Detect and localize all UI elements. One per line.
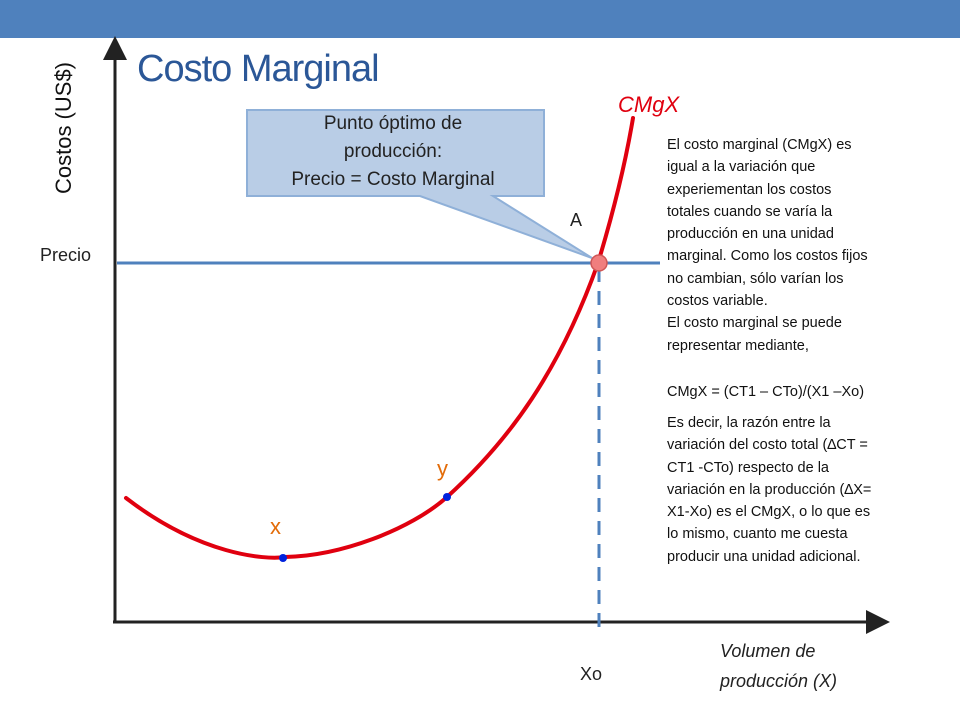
text-line: producir una unidad adicional. (667, 548, 861, 565)
callout-bubble (246, 109, 593, 259)
point-x-label: x (270, 514, 281, 539)
text-line: variación del costo total (∆CT = (667, 437, 868, 454)
callout-line: producción: (343, 141, 443, 162)
text-line: variación en la producción (∆X= (667, 481, 872, 498)
top-bar (0, 0, 960, 38)
text-line: Es decir, la razón entre la (667, 415, 831, 431)
point-y-marker (443, 493, 451, 501)
x-axis-label-line: Volumen de (720, 641, 816, 661)
point-y-label: y (437, 456, 448, 481)
text-line: lo mismo, cuanto me cuesta (667, 526, 848, 543)
explanation-paragraph-2: Es decir, la razón entre la variación de… (667, 412, 947, 568)
explanation-paragraph-1: El costo marginal (CMgX) es igual a la v… (667, 134, 947, 357)
x-axis-label: Volumen de producción (X) (720, 636, 895, 696)
text-line: El costo marginal se puede (667, 315, 842, 332)
callout-line: Precio = Costo Marginal (291, 169, 495, 190)
point-x-marker (279, 554, 287, 562)
y-axis-label: Costos (US$) (51, 61, 76, 195)
text-line: El costo marginal (CMgX) es (667, 137, 852, 153)
text-line: experiementan los costos (667, 181, 832, 198)
text-line: marginal. Como los costos fijos (667, 248, 868, 265)
text-line: representar mediante, (667, 337, 809, 354)
xo-label: Xo (580, 664, 603, 684)
text-line: igual a la variación que (667, 159, 816, 176)
slide-title: Costo Marginal (137, 48, 380, 90)
formula: CMgX = (CT1 – CTo)/(X1 –Xo) (667, 384, 865, 400)
curve-label: CMgX (618, 92, 680, 117)
callout-line: Punto óptimo de (323, 113, 463, 134)
text-line: producción en una unidad (667, 226, 834, 243)
price-label: Precio (40, 245, 92, 265)
text-line: CT1 -CTo) respecto de la (667, 459, 829, 476)
text-line: X1-Xo) es el CMgX, o lo que es (667, 504, 871, 521)
text-line: no cambian, sólo varían los (667, 270, 844, 287)
text-line: costos variable. (667, 293, 768, 310)
intersection-point-a (590, 254, 608, 272)
callout-text: Punto óptimo de producción: Precio = Cos… (248, 110, 538, 194)
text-line: totales cuando se varía la (667, 203, 833, 220)
x-axis-label-line: producción (X) (720, 671, 838, 691)
point-a-label: A (570, 210, 583, 230)
